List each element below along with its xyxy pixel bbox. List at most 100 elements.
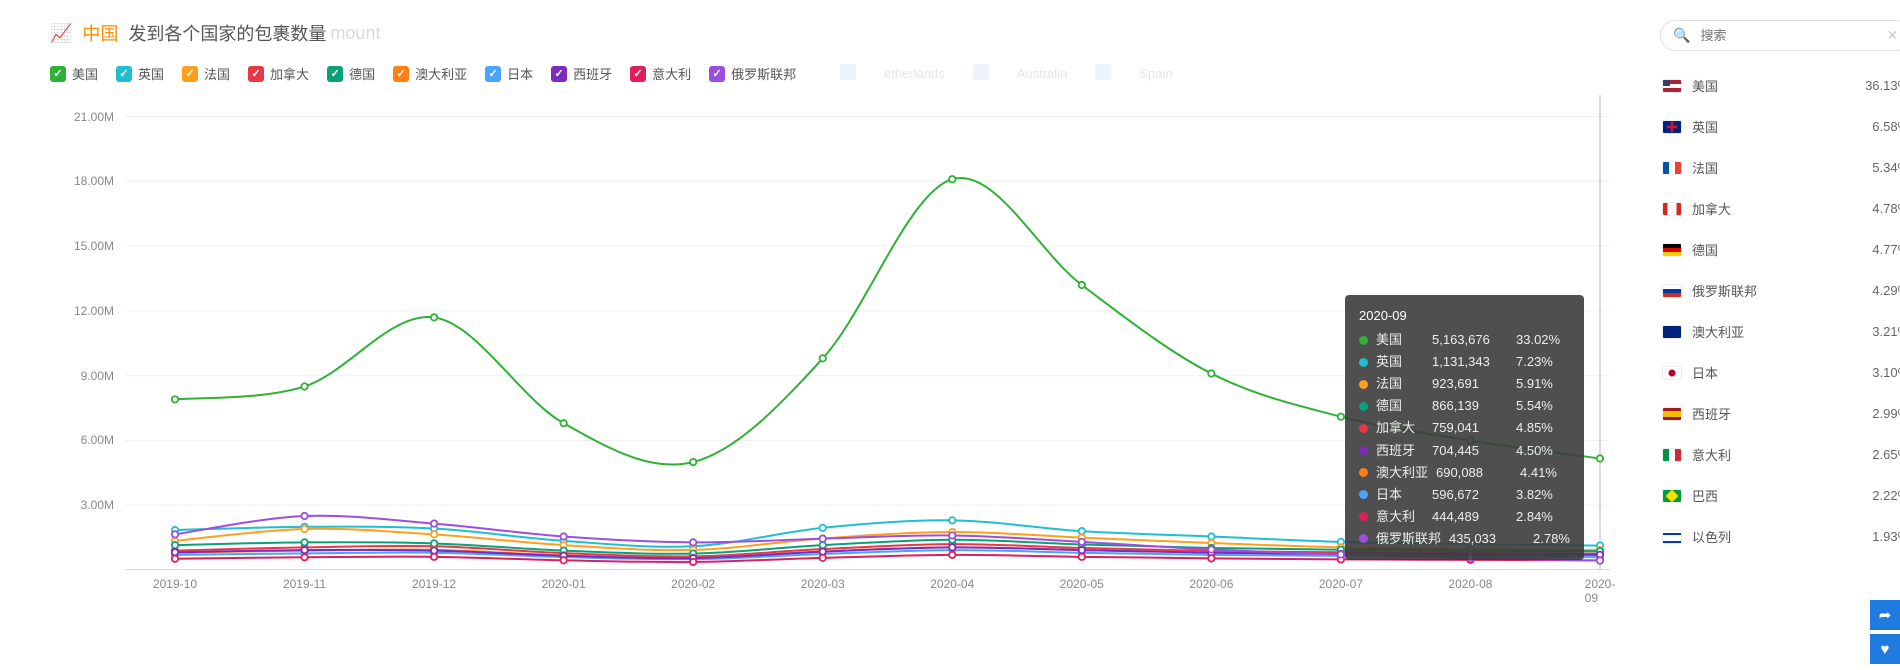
x-tick-label: 2019-12 [412,577,456,591]
rank-row[interactable]: 美国 36.13% [1660,65,1900,106]
y-tick-label: 9.00M [81,369,114,383]
flag-icon [1662,407,1682,421]
rank-country: 澳大利亚 [1692,322,1744,341]
legend-item[interactable]: 英国 [116,64,164,83]
rank-pct: 5.34% [1872,160,1900,175]
favorite-button[interactable]: ♥ [1870,634,1900,664]
rank-pct: 3.10% [1872,365,1900,380]
tooltip-dot [1359,336,1368,345]
legend-label: 美国 [72,64,98,83]
tooltip-dot [1359,424,1368,433]
legend-swatch [709,66,725,82]
flag-icon [1662,448,1682,462]
rank-country: 西班牙 [1692,404,1731,423]
rank-pct: 1.93% [1872,529,1900,544]
legend-swatch [630,66,646,82]
legend-swatch [393,66,409,82]
legend-item[interactable]: 加拿大 [248,64,309,83]
tooltip-dot [1359,468,1368,477]
x-tick-label: 2020-04 [930,577,974,591]
rank-row[interactable]: 意大利 2.65% [1660,434,1900,475]
rank-row[interactable]: 德国 4.77% [1660,229,1900,270]
legend-swatch [248,66,264,82]
tooltip-name: 日本 [1376,484,1424,506]
flag-icon [1662,489,1682,503]
tooltip-pct: 3.82% [1516,484,1553,506]
tooltip-name: 澳大利亚 [1376,462,1428,484]
flag-icon [1662,79,1682,93]
y-tick-label: 3.00M [81,498,114,512]
share-button[interactable]: ➦ [1870,600,1900,630]
tooltip-row: 俄罗斯联邦 435,033 2.78% [1359,528,1570,550]
x-tick-label: 2020-03 [801,577,845,591]
legend-label: 俄罗斯联邦 [731,64,796,83]
legend-item[interactable]: 法国 [182,64,230,83]
tooltip-dot [1359,534,1368,543]
tooltip-row: 日本 596,672 3.82% [1359,484,1570,506]
tooltip-row: 西班牙 704,445 4.50% [1359,440,1570,462]
tooltip-dot [1359,446,1368,455]
title-rest: 发到各个国家的包裹数量 [128,20,326,46]
chart-legend: 美国英国法国加拿大德国澳大利亚日本西班牙意大利俄罗斯联邦etherlandsAu… [50,64,1630,83]
flag-icon [1662,243,1682,257]
legend-label: 日本 [507,64,533,83]
x-tick-label: 2020-07 [1319,577,1363,591]
tooltip-row: 美国 5,163,676 33.02% [1359,329,1570,351]
floating-actions: ➦ ♥ [1870,600,1900,664]
title-ghost: mount [330,23,380,44]
tooltip-value: 1,131,343 [1432,351,1508,373]
y-axis-labels: 3.00M6.00M9.00M12.00M15.00M18.00M21.00M [50,95,122,570]
tooltip-row: 法国 923,691 5.91% [1359,373,1570,395]
tooltip-value: 866,139 [1432,395,1508,417]
y-tick-label: 12.00M [74,304,114,318]
legend-item[interactable]: 澳大利亚 [393,64,467,83]
legend-item[interactable]: 西班牙 [551,64,612,83]
x-tick-label: 2019-10 [153,577,197,591]
clear-icon[interactable]: ✕ [1886,27,1898,44]
search-input[interactable] [1700,28,1876,43]
legend-swatch [551,66,567,82]
tooltip-pct: 4.85% [1516,417,1553,439]
tooltip-name: 俄罗斯联邦 [1376,528,1441,550]
search-icon: 🔍 [1673,27,1690,44]
y-tick-label: 6.00M [81,433,114,447]
rank-row[interactable]: 日本 3.10% [1660,352,1900,393]
rank-row[interactable]: 加拿大 4.78% [1660,188,1900,229]
tooltip-name: 英国 [1376,351,1424,373]
tooltip-value: 690,088 [1436,462,1512,484]
chart-title: 📈 中国 发到各个国家的包裹数量 mount [50,20,1630,46]
rank-country: 意大利 [1692,445,1731,464]
legend-label: 法国 [204,64,230,83]
tooltip-row: 德国 866,139 5.54% [1359,395,1570,417]
tooltip-dot [1359,380,1368,389]
search-box[interactable]: 🔍 ✕ [1660,20,1900,51]
legend-item[interactable]: 俄罗斯联邦 [709,64,796,83]
legend-label: 德国 [349,64,375,83]
rank-pct: 4.77% [1872,242,1900,257]
rank-row[interactable]: 法国 5.34% [1660,147,1900,188]
legend-label: 英国 [138,64,164,83]
legend-item[interactable]: 意大利 [630,64,691,83]
tooltip-name: 意大利 [1376,506,1424,528]
rank-row[interactable]: 澳大利亚 3.21% [1660,311,1900,352]
rank-row[interactable]: 英国 6.58% [1660,106,1900,147]
rank-row[interactable]: 巴西 2.22% [1660,475,1900,516]
flag-icon [1662,202,1682,216]
legend-swatch [485,66,501,82]
rank-pct: 2.99% [1872,406,1900,421]
rank-row[interactable]: 俄罗斯联邦 4.29% [1660,270,1900,311]
tooltip-value: 596,672 [1432,484,1508,506]
legend-swatch [116,66,132,82]
rank-row[interactable]: 西班牙 2.99% [1660,393,1900,434]
rank-pct: 3.21% [1872,324,1900,339]
rank-pct: 4.78% [1872,201,1900,216]
legend-item[interactable]: 德国 [327,64,375,83]
legend-item[interactable]: 美国 [50,64,98,83]
legend-item[interactable]: 日本 [485,64,533,83]
tooltip-name: 西班牙 [1376,440,1424,462]
legend-label: 澳大利亚 [415,64,467,83]
chart-area[interactable]: 3.00M6.00M9.00M12.00M15.00M18.00M21.00M … [50,95,1610,615]
rank-country: 以色列 [1692,527,1731,546]
rank-row[interactable]: 以色列 1.93% [1660,516,1900,557]
tooltip-value: 923,691 [1432,373,1508,395]
